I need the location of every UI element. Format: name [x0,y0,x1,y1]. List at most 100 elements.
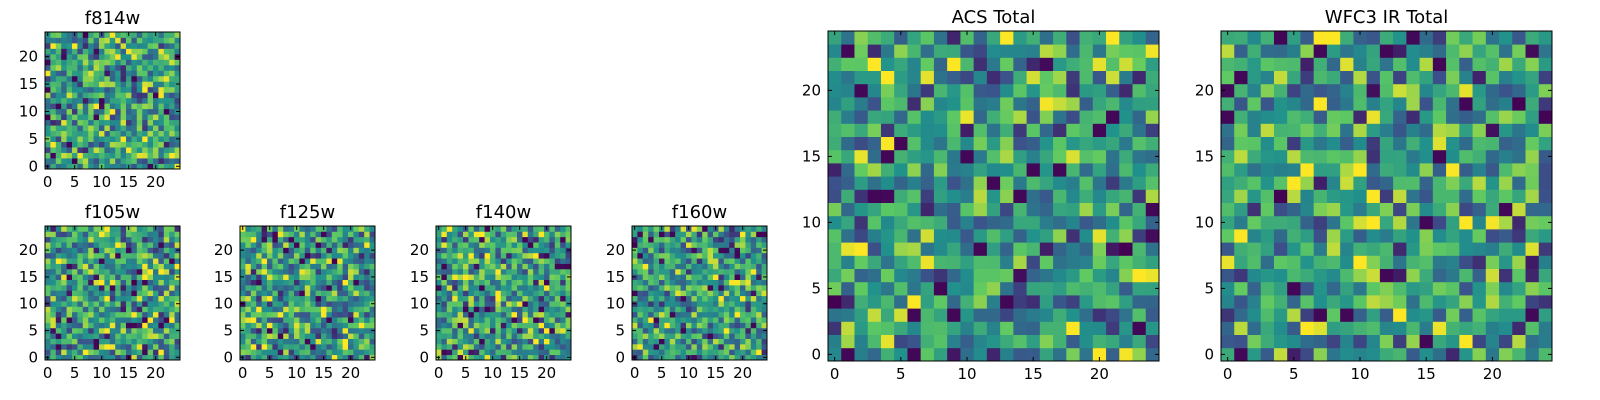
heatmap-cell [841,347,855,362]
heatmap-cell [517,284,523,291]
heatmap-cell [288,258,295,264]
heatmap-cell [828,308,842,322]
heatmap-cell [642,295,649,302]
heatmap-cell [1145,229,1160,243]
heatmap-cell [522,301,529,307]
heatmap-cell [66,333,73,339]
heatmap-cell [554,263,561,270]
heatmap-cell [45,97,51,104]
heatmap-cell [734,333,741,339]
heatmap-cell [696,349,703,356]
heatmap-cell [1145,334,1160,349]
heatmap-cell [250,354,257,361]
heatmap-cell [680,263,687,270]
heatmap-cell [50,263,57,270]
heatmap-cell [947,281,961,296]
heatmap-cell [484,231,491,238]
heatmap-cell [294,306,300,313]
heatmap-cell [169,247,175,254]
heatmap-cell [986,149,1001,164]
heatmap-cell [436,268,442,275]
heatmap-cell [436,252,442,259]
heatmap-cell [452,268,458,275]
heatmap-cell [554,301,561,307]
heatmap-cell [77,119,84,126]
heatmap-cell [511,333,518,339]
heatmap-cell [933,31,948,45]
heatmap-cell [648,231,654,238]
heatmap-cell [1459,123,1473,137]
heatmap-cell [104,42,111,49]
heatmap-cell [88,274,94,280]
heatmap-cell [734,322,741,329]
heatmap-cell [473,284,480,291]
heatmap-cell [158,327,165,334]
heatmap-cell [894,202,908,217]
heatmap-cell [1446,308,1460,322]
heatmap-cell [115,247,121,254]
heatmap-cell [321,268,327,275]
heatmap-cell [1538,268,1553,283]
y-tick-label: 0 [223,348,233,366]
heatmap-cell [560,252,566,259]
heatmap-cell [337,338,343,345]
heatmap-cell [245,252,252,259]
heatmap-cell [756,311,762,318]
heatmap-cell [490,317,496,323]
heatmap-cell [1313,347,1328,362]
heatmap-cell [277,306,284,313]
heatmap-cell [1538,123,1553,137]
heatmap-cell [1026,347,1041,362]
heatmap-cell [880,176,895,190]
heatmap-cell [109,114,116,121]
heatmap-cell [522,306,529,313]
heatmap-cell [261,306,268,313]
heatmap-cell [761,343,768,350]
heatmap-cell [750,322,757,329]
heatmap-cell [463,295,469,302]
heatmap-cell [452,327,458,334]
heatmap-cell [1472,31,1487,45]
heatmap-cell [1525,334,1540,349]
heatmap-cell [463,290,469,297]
panel-title: WFC3 IR Total [1325,7,1448,28]
heatmap-cell [99,322,105,329]
heatmap-cell [1287,57,1301,71]
heatmap-cell [691,311,698,318]
heatmap-cell [1026,110,1041,124]
heatmap-cell [77,327,84,334]
heatmap-cell [664,333,671,339]
heatmap-cell [549,279,556,286]
heatmap-cell [142,247,148,254]
heatmap-cell [729,306,735,313]
heatmap-cell [495,349,502,356]
heatmap-cell [538,317,545,323]
heatmap-cell [947,57,961,71]
heatmap-cell [1119,176,1133,190]
heatmap-cell [867,163,882,177]
heatmap-cell [153,97,159,104]
heatmap-cell [1326,31,1341,45]
heatmap-cell [299,279,306,286]
heatmap-cell [828,321,842,335]
heatmap-cell [109,158,116,164]
heatmap-cell [256,274,262,280]
heatmap-cell [66,92,73,99]
heatmap-cell [77,242,84,248]
heatmap-cell [495,268,502,275]
heatmap-cell [120,263,127,270]
heatmap-cell [718,301,725,307]
heatmap-cell [648,317,654,323]
heatmap-cell [686,242,692,248]
heatmap-cell [283,268,289,275]
heatmap-cell [331,295,338,302]
heatmap-cell [696,295,703,302]
heatmap-cell [500,258,507,264]
heatmap-cell [463,242,469,248]
heatmap-cell [267,274,273,280]
heatmap-cell [511,247,518,254]
heatmap-cell [490,343,496,350]
heatmap-cell [506,301,512,307]
heatmap-cell [973,242,988,256]
heatmap-cell [986,321,1001,335]
